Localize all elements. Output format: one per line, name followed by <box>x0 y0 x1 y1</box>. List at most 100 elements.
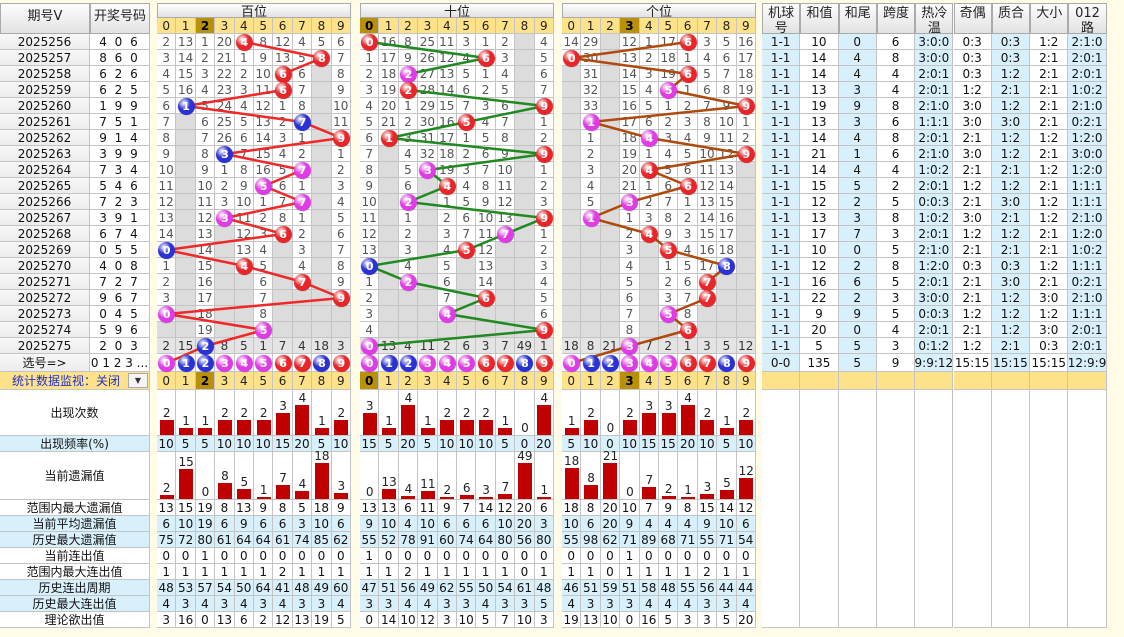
digit-header[interactable]: 6 <box>273 18 293 34</box>
omission-cell <box>515 290 535 306</box>
select-ball-5[interactable]: 5 <box>255 354 273 372</box>
stats-digit-header: 4 <box>437 372 457 390</box>
omission-cell: 7 <box>495 338 516 354</box>
select-ball-6[interactable]: 6 <box>477 354 495 372</box>
digit-header[interactable]: 1 <box>581 18 601 34</box>
select-ball-8[interactable]: 8 <box>718 354 736 372</box>
select-ball-7[interactable]: 7 <box>497 354 514 372</box>
select-ball-3[interactable]: 3 <box>216 354 234 372</box>
stat-value: 10 <box>736 436 756 452</box>
omission-cell: 17 <box>195 290 216 306</box>
digit-header[interactable]: 3 <box>215 18 235 34</box>
digit-header[interactable]: 1 <box>176 18 196 34</box>
hit-ball: 9 <box>535 97 553 115</box>
digit-header[interactable]: 7 <box>292 18 313 34</box>
digit-header[interactable]: 6 <box>678 18 698 34</box>
select-ball-2[interactable]: 2 <box>602 354 619 372</box>
digit-header[interactable]: 5 <box>254 18 274 34</box>
digit-header[interactable]: 6 <box>476 18 496 34</box>
digit-header[interactable]: 9 <box>331 18 351 34</box>
digit-header[interactable]: 5 <box>659 18 679 34</box>
stats-digit-header: 7 <box>292 372 313 390</box>
select-ball-0[interactable]: 0 <box>563 354 581 372</box>
stat-column-header[interactable]: 大小 <box>1030 3 1069 34</box>
stat-column-header[interactable]: 机球号 <box>762 3 801 34</box>
stat-column-header[interactable]: 和尾 <box>838 3 877 34</box>
omission-cell <box>312 306 332 322</box>
digit-header[interactable]: 4 <box>437 18 457 34</box>
stat-bar <box>603 463 618 499</box>
select-ball-3[interactable]: 3 <box>419 354 437 372</box>
select-ball-4[interactable]: 4 <box>640 354 658 372</box>
select-ball-3[interactable]: 3 <box>621 354 639 372</box>
select-ball-8[interactable]: 8 <box>516 354 534 372</box>
omission-cell: 13 <box>254 114 274 130</box>
omission-cell: 1 <box>659 258 679 274</box>
chevron-down-icon[interactable]: ▼ <box>128 373 148 388</box>
digit-header[interactable]: 3 <box>418 18 438 34</box>
stat-column-header[interactable]: 热冷温 <box>915 3 954 34</box>
digit-header[interactable]: 7 <box>697 18 718 34</box>
digit-header[interactable]: 8 <box>312 18 332 34</box>
digit-header[interactable]: 9 <box>534 18 554 34</box>
select-ball-4[interactable]: 4 <box>235 354 253 372</box>
select-ball-9[interactable]: 9 <box>332 354 350 372</box>
omission-cell: 11 <box>476 226 496 242</box>
digit-header[interactable]: 5 <box>457 18 477 34</box>
digit-header[interactable]: 4 <box>234 18 254 34</box>
digit-header[interactable]: 0 <box>562 18 582 34</box>
digit-header[interactable]: 2 <box>195 18 216 34</box>
stat-bar <box>420 427 435 435</box>
select-ball-6[interactable]: 6 <box>274 354 292 372</box>
select-ball-2[interactable]: 2 <box>400 354 417 372</box>
omission-cell <box>176 274 196 290</box>
select-ball-1[interactable]: 1 <box>582 354 600 372</box>
select-ball-8[interactable]: 8 <box>313 354 331 372</box>
stat-bar-label: 13 <box>381 475 397 490</box>
digit-header[interactable]: 0 <box>157 18 177 34</box>
stat-bar-label: 21 <box>602 449 619 463</box>
select-ball-9[interactable]: 9 <box>535 354 553 372</box>
digit-header[interactable]: 0 <box>360 18 380 34</box>
select-ball-2[interactable]: 2 <box>197 354 214 372</box>
select-ball-5[interactable]: 5 <box>458 354 476 372</box>
stat-column-header[interactable]: 质合 <box>991 3 1031 34</box>
omission-cell: 11 <box>495 178 516 194</box>
stat-bar-label: 4 <box>404 391 413 405</box>
digit-header[interactable]: 2 <box>398 18 419 34</box>
stat-bar <box>642 487 657 499</box>
digit-header[interactable]: 7 <box>495 18 516 34</box>
stats-monitor-select[interactable]: 统计数据监视：关闭 <box>0 372 150 390</box>
digit-header[interactable]: 4 <box>639 18 659 34</box>
omission-cell: 1 <box>534 226 554 242</box>
digit-header[interactable]: 9 <box>736 18 756 34</box>
omission-cell <box>215 226 235 242</box>
digit-header[interactable]: 1 <box>379 18 399 34</box>
select-ball-0[interactable]: 0 <box>361 354 379 372</box>
select-ball-9[interactable]: 9 <box>737 354 755 372</box>
hit-ball: 6 <box>274 81 292 99</box>
stat-label: 历史最大连出值 <box>0 596 150 612</box>
stat-cell: 4 <box>838 66 877 82</box>
select-ball-1[interactable]: 1 <box>380 354 398 372</box>
digit-header[interactable]: 8 <box>717 18 737 34</box>
select-ball-4[interactable]: 4 <box>438 354 456 372</box>
stat-value: 9 <box>620 516 640 532</box>
digit-header[interactable]: 8 <box>515 18 535 34</box>
select-ball-5[interactable]: 5 <box>660 354 678 372</box>
period-column-header[interactable]: 期号V <box>0 3 90 34</box>
select-ball-7[interactable]: 7 <box>294 354 311 372</box>
stat-bar-cell <box>476 452 496 500</box>
select-value[interactable]: 0 1 2 3 ... <box>90 354 150 372</box>
digit-header[interactable]: 3 <box>620 18 640 34</box>
stat-column-header[interactable]: 012路 <box>1068 3 1107 34</box>
select-ball-6[interactable]: 6 <box>679 354 697 372</box>
stat-column-header[interactable]: 奇偶 <box>953 3 992 34</box>
digit-header[interactable]: 2 <box>600 18 621 34</box>
stat-column-header[interactable]: 和值 <box>800 3 839 34</box>
stat-column-header[interactable]: 跨度 <box>876 3 916 34</box>
stat-value: 4 <box>398 596 419 612</box>
select-ball-0[interactable]: 0 <box>158 354 176 372</box>
select-ball-1[interactable]: 1 <box>177 354 195 372</box>
select-ball-7[interactable]: 7 <box>699 354 716 372</box>
